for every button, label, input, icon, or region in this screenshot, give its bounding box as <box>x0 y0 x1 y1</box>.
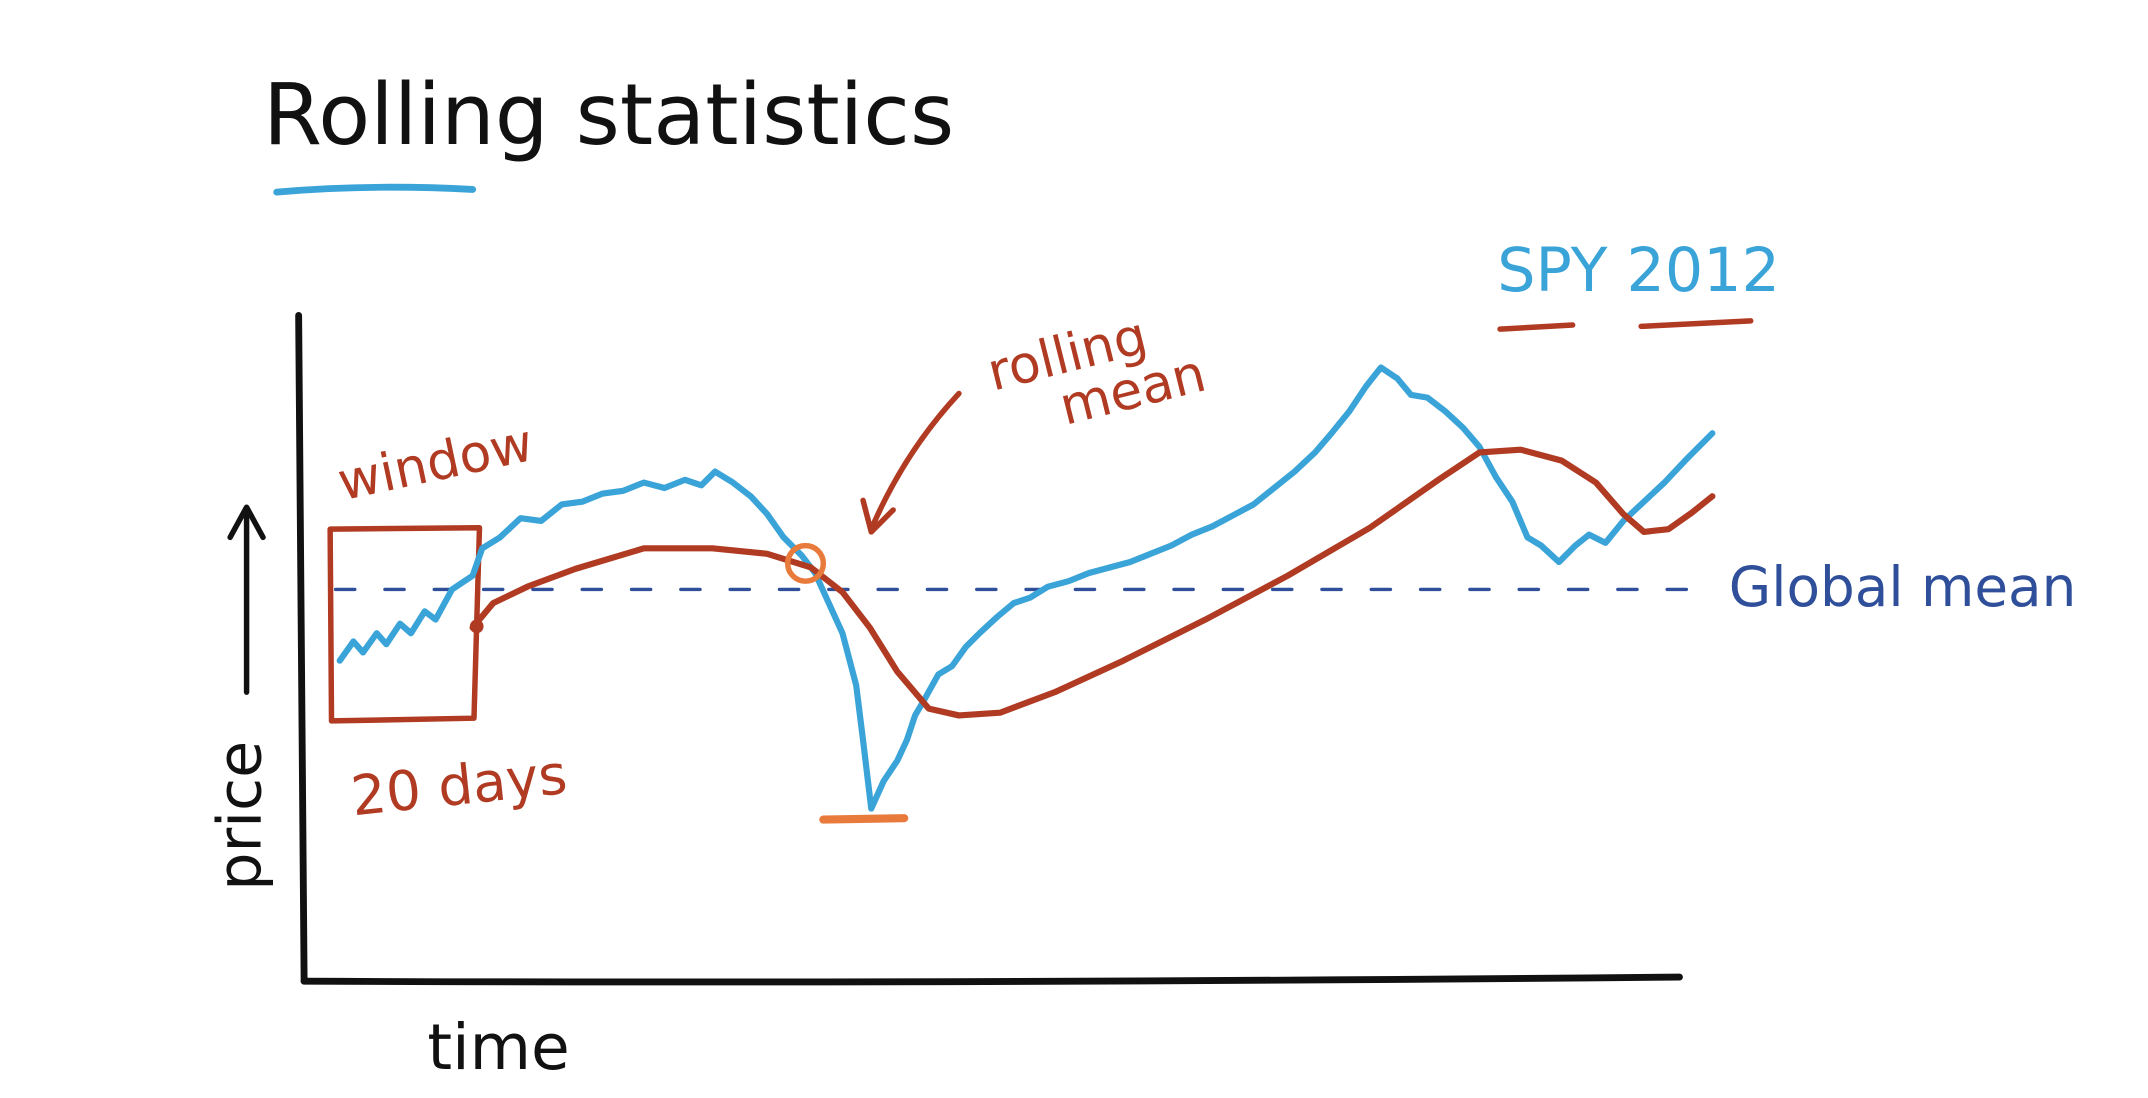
minimum-marker <box>819 814 909 824</box>
price-line <box>336 364 1716 812</box>
x-axis <box>300 973 1683 986</box>
rolling-mean-arrow <box>860 390 962 535</box>
global-mean-label: Global mean <box>1729 555 2077 619</box>
title-underline <box>273 183 477 196</box>
legend-label: SPY 2012 <box>1497 236 1780 306</box>
y-axis-label: price <box>205 741 275 891</box>
y-axis-arrow <box>227 504 266 695</box>
y-axis <box>295 312 308 985</box>
title: Rolling statistics <box>263 66 954 165</box>
window-box <box>327 525 483 724</box>
x-axis-label: time <box>427 1011 569 1084</box>
rolling-mean-line <box>469 446 1716 719</box>
rolling-mean-start <box>469 619 484 634</box>
legend-underline <box>1638 318 1754 330</box>
crossing-marker <box>784 542 827 584</box>
legend-underline <box>1497 322 1576 332</box>
